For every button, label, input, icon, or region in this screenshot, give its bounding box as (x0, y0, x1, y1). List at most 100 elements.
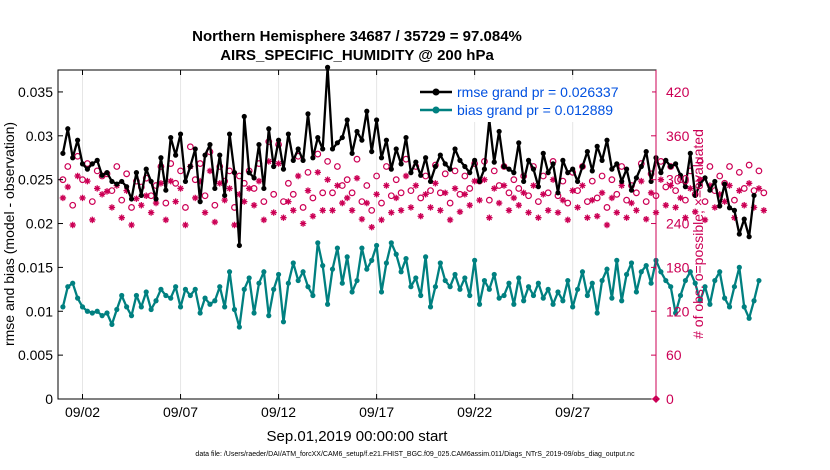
obs-evaluated-marker (750, 204, 758, 211)
bias-point (266, 313, 272, 319)
series-lines (60, 64, 762, 330)
bias-point (163, 292, 169, 299)
rmse-point (251, 175, 257, 181)
x-tick-label: 09/27 (555, 404, 590, 420)
obs-possible-marker (182, 204, 189, 211)
bias-point (275, 271, 282, 278)
bias-point (374, 242, 380, 249)
rmse-point (114, 181, 120, 187)
obs-evaluated-marker (329, 207, 336, 214)
obs-evaluated-marker (422, 191, 429, 198)
obs-evaluated-marker (574, 204, 581, 211)
rmse-point (535, 184, 541, 190)
bias-point (643, 263, 649, 269)
obs-evaluated-marker (192, 194, 199, 202)
obs-possible-marker (608, 176, 616, 184)
bias-point (114, 306, 120, 313)
obs-evaluated-marker (466, 202, 473, 209)
obs-evaluated-marker (456, 208, 464, 216)
rmse-point (388, 166, 394, 172)
obs-evaluated-marker (241, 198, 248, 205)
obs-possible-marker (201, 192, 209, 200)
obs-evaluated-marker (721, 198, 728, 205)
bias-point (359, 245, 365, 251)
obs-evaluated-marker (231, 221, 238, 229)
obs-possible-marker (735, 168, 743, 176)
rmse-point (192, 146, 198, 152)
obs-possible-marker (603, 204, 611, 211)
legend-rmse-marker (432, 88, 440, 96)
bias-point (741, 304, 747, 310)
obs-evaluated-marker (324, 176, 331, 183)
grid-lines (82, 70, 574, 399)
rmse-point (295, 146, 301, 152)
rmse-point (84, 166, 91, 172)
bias-point (584, 292, 590, 299)
obs-evaluated-marker (309, 213, 317, 220)
obs-evaluated-marker (216, 180, 223, 187)
rmse-point (677, 172, 684, 178)
obs-evaluated-marker (108, 204, 116, 211)
obs-evaluated-marker (353, 175, 361, 182)
bias-point (383, 260, 390, 266)
obs-possible-marker (211, 201, 219, 209)
bias-point (560, 298, 566, 304)
rmse-point (594, 143, 600, 149)
obs-possible-marker (324, 157, 331, 165)
rmse-point (398, 161, 404, 167)
y-tick-label-left: 0.02 (26, 216, 53, 232)
obs-evaluated-marker (760, 207, 768, 214)
bias-point (589, 280, 595, 286)
obs-evaluated-marker (706, 182, 714, 189)
obs-evaluated-marker (481, 176, 488, 183)
rmse-point (726, 205, 733, 211)
bias-point (153, 298, 159, 304)
chart-title-line2: AIRS_SPECIFIC_HUMIDITY @ 200 hPa (220, 47, 494, 64)
obs-evaluated-marker (505, 207, 513, 214)
bias-point (594, 310, 600, 316)
bias-point (658, 269, 664, 275)
obs-evaluated-marker (579, 182, 586, 189)
obs-possible-marker (353, 155, 361, 163)
obs-possible-marker (118, 196, 126, 204)
obs-evaluated-marker (412, 182, 420, 189)
obs-evaluated-marker (123, 187, 130, 194)
rmse-point (79, 161, 86, 167)
data-file-note: data file: /Users/raeder/DAI/ATM_forcXX/… (195, 451, 635, 458)
rmse-point (692, 192, 698, 199)
obs-evaluated-marker (618, 182, 625, 189)
rmse-point (104, 170, 110, 176)
bias-point (726, 304, 733, 310)
rmse-point (89, 161, 95, 167)
obs-evaluated-marker (285, 198, 292, 205)
rmse-point (423, 155, 429, 161)
obs-evaluated-marker (388, 209, 395, 216)
rmse-point (300, 157, 306, 163)
bias-point (256, 280, 262, 286)
obs-evaluated-marker (608, 194, 616, 202)
bias-point (668, 284, 674, 290)
legend-rmse-label: rmse grand pr = 0.026337 (457, 84, 619, 100)
bias-point (408, 284, 414, 290)
obs-evaluated-marker (520, 189, 527, 197)
rmse-point (168, 134, 174, 141)
obs-possible-marker (363, 182, 371, 189)
obs-evaluated-marker (623, 214, 630, 221)
bias-point (202, 295, 208, 301)
bias-point (128, 313, 135, 319)
obs-possible-marker (343, 176, 351, 184)
rmse-point (231, 170, 238, 176)
y-tick-label-right: 360 (666, 128, 690, 144)
bias-point (413, 275, 419, 281)
bias-point (506, 280, 512, 286)
obs-possible-marker (726, 163, 733, 170)
rmse-point (530, 166, 537, 172)
bias-point (246, 275, 252, 281)
obs-possible-marker (162, 199, 170, 207)
obs-evaluated-marker (133, 195, 140, 202)
rmse-point (481, 166, 488, 172)
rmse-point (369, 148, 375, 155)
obs-evaluated-marker (437, 207, 444, 214)
bias-point (192, 286, 198, 292)
